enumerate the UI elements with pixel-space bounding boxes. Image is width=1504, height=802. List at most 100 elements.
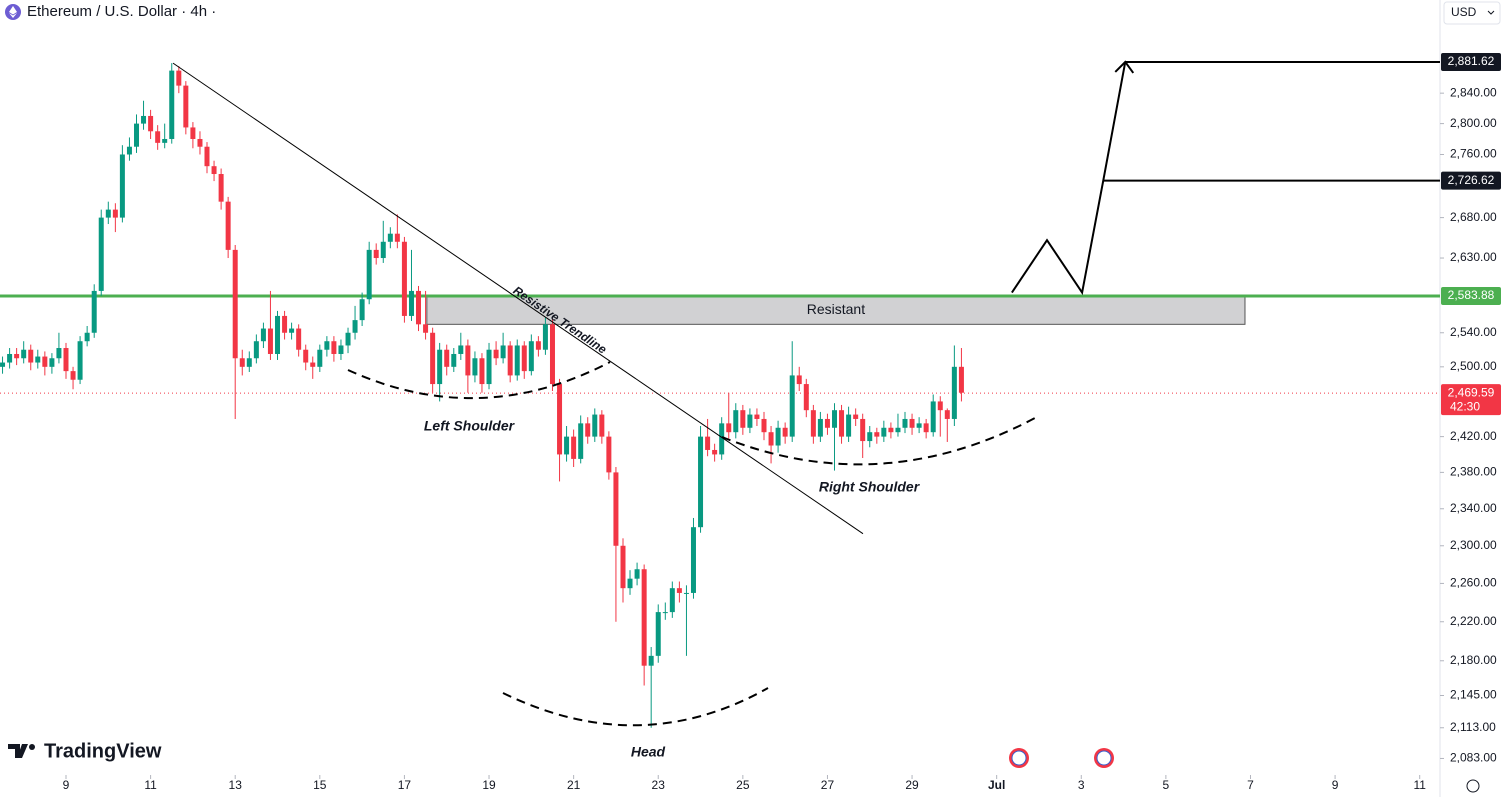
candle-body bbox=[303, 349, 309, 363]
candle-body bbox=[881, 427, 887, 437]
x-tick-label: 25 bbox=[736, 778, 750, 792]
candle-body bbox=[789, 375, 795, 437]
candle-body bbox=[49, 358, 55, 367]
currency-box[interactable] bbox=[1443, 1, 1501, 25]
candle-body bbox=[726, 423, 732, 433]
candle-body bbox=[183, 85, 189, 128]
resistance-tag-label: 2,583.88 bbox=[1448, 288, 1495, 302]
candle-body bbox=[63, 348, 69, 372]
candle-body bbox=[423, 324, 429, 333]
tv-logo-dot bbox=[29, 744, 35, 750]
candle-body bbox=[211, 166, 217, 175]
candle-body bbox=[620, 545, 626, 589]
currency-label[interactable]: USD bbox=[1451, 5, 1477, 19]
eth-glyph bbox=[9, 6, 17, 18]
candle-body bbox=[705, 436, 711, 450]
y-tick-label: 2,260.00 bbox=[1450, 576, 1497, 590]
candle-body bbox=[197, 138, 203, 147]
candle-body bbox=[874, 432, 880, 437]
candle-body bbox=[232, 249, 238, 359]
candle-body bbox=[366, 249, 372, 300]
y-tick-label: 2,300.00 bbox=[1450, 538, 1497, 552]
header: Ethereum / U.S. Dollar · 4h · bbox=[5, 3, 216, 20]
candle-body bbox=[289, 328, 295, 333]
level-label: 2,881.62 bbox=[1448, 54, 1495, 68]
candle-body bbox=[77, 341, 83, 380]
y-tick-label: 2,145.00 bbox=[1450, 688, 1497, 702]
candle-body bbox=[401, 241, 407, 316]
candle-body bbox=[437, 349, 443, 385]
candle-body bbox=[91, 290, 97, 333]
pattern-arcs bbox=[347, 361, 1036, 727]
candle-body bbox=[14, 353, 20, 359]
candle-body bbox=[923, 423, 929, 433]
candle-body bbox=[28, 349, 34, 363]
event-flag-inner[interactable] bbox=[1096, 750, 1112, 766]
y-tick-label: 2,680.00 bbox=[1450, 210, 1497, 224]
candle-body bbox=[35, 356, 41, 363]
level-tag bbox=[1441, 171, 1501, 190]
candle-body bbox=[521, 345, 527, 372]
event-flag-inner[interactable] bbox=[1011, 750, 1027, 766]
level-tag bbox=[1441, 52, 1501, 71]
candle-body bbox=[282, 315, 288, 333]
candle-body bbox=[895, 427, 901, 433]
y-tick-label: 2,380.00 bbox=[1450, 465, 1497, 479]
candle-body bbox=[944, 410, 950, 419]
candle-body bbox=[126, 146, 132, 155]
candle-body bbox=[571, 436, 577, 459]
candle-body bbox=[134, 123, 140, 147]
candle-body bbox=[832, 410, 838, 428]
candle-body bbox=[317, 349, 323, 367]
candle-body bbox=[430, 332, 436, 385]
y-tick-label: 2,113.00 bbox=[1450, 720, 1496, 734]
candle-body bbox=[535, 341, 541, 350]
x-tick-label: 17 bbox=[398, 778, 412, 792]
candle-body bbox=[225, 201, 231, 250]
event-flags[interactable] bbox=[1009, 748, 1114, 768]
candle-body bbox=[683, 592, 689, 594]
level-label: 2,726.62 bbox=[1448, 173, 1495, 187]
y-tick-label: 2,800.00 bbox=[1450, 116, 1497, 130]
candle-body bbox=[444, 349, 450, 367]
candle-body bbox=[239, 358, 245, 367]
chart-title: Ethereum / U.S. Dollar · 4h · bbox=[27, 3, 216, 20]
candle-body bbox=[669, 588, 675, 613]
candle-body bbox=[387, 233, 393, 242]
candle-body bbox=[676, 588, 682, 593]
candle-body bbox=[634, 569, 640, 579]
settings-icon[interactable] bbox=[1466, 779, 1480, 793]
candle-body bbox=[190, 127, 196, 139]
candle-body bbox=[275, 315, 281, 354]
candle-body bbox=[253, 341, 259, 359]
candle-body bbox=[846, 414, 852, 437]
candle-body bbox=[359, 299, 365, 321]
candle-body bbox=[930, 401, 936, 433]
y-tick-label: 2,420.00 bbox=[1450, 429, 1497, 443]
currency-button[interactable]: USD bbox=[1443, 1, 1501, 25]
candle-body bbox=[500, 345, 506, 359]
candle-body bbox=[860, 418, 866, 442]
left-shoulder-arc bbox=[347, 361, 611, 400]
candle-body bbox=[888, 427, 894, 433]
candle-body bbox=[507, 345, 513, 376]
candle-body bbox=[761, 418, 767, 433]
candle-body bbox=[70, 371, 76, 380]
candle-body bbox=[916, 423, 922, 428]
y-tick-label: 2,630.00 bbox=[1450, 250, 1497, 264]
candle-body bbox=[148, 115, 154, 132]
candle-body bbox=[141, 115, 147, 124]
y-tick-label: 2,840.00 bbox=[1450, 85, 1497, 99]
candle-body bbox=[472, 358, 478, 376]
currency-caret bbox=[1487, 10, 1495, 15]
candle-body bbox=[775, 427, 781, 446]
candle-body bbox=[817, 418, 823, 437]
candle-body bbox=[408, 290, 414, 316]
candle-body bbox=[909, 418, 915, 428]
candle-body bbox=[331, 341, 337, 354]
x-tick-label: 9 bbox=[63, 778, 70, 792]
candle-body bbox=[528, 341, 534, 372]
x-tick-label: 29 bbox=[905, 778, 919, 792]
candle-body bbox=[21, 349, 27, 359]
